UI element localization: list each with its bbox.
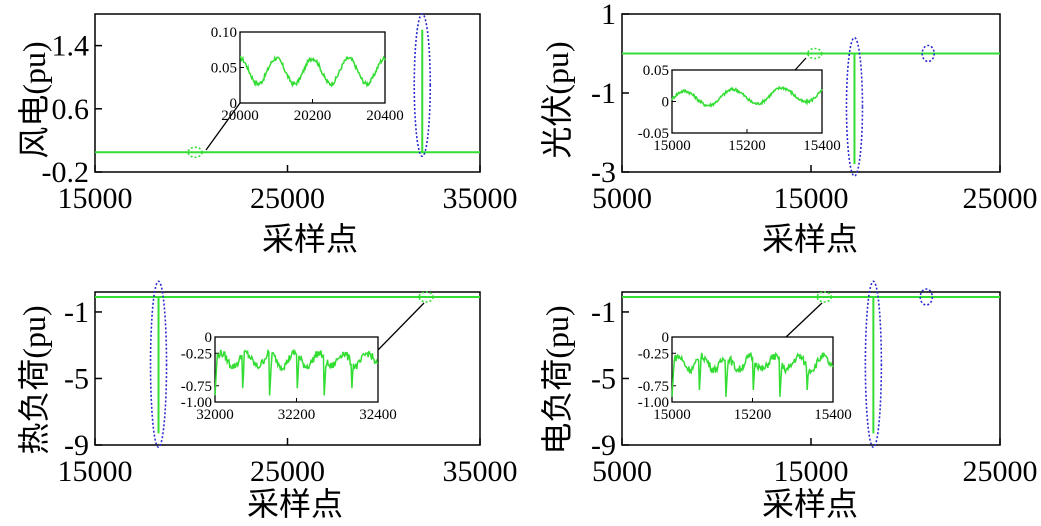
y-tick-label: -3 xyxy=(591,156,616,189)
highlight-ellipse-blue xyxy=(845,36,864,177)
y-tick-label: -1 xyxy=(591,77,616,110)
inset-plot: -1.00-0.75 -0.250 32000 32200 32400 xyxy=(181,330,397,423)
y-tick-label: -9 xyxy=(64,429,89,462)
x-tick-label: 15000 xyxy=(58,182,133,215)
x-tick-label: 5000 xyxy=(592,455,652,488)
highlight-ellipse-blue xyxy=(149,280,168,449)
x-axis-label: 采样点 xyxy=(762,486,858,522)
inset-frame xyxy=(239,31,386,104)
x-tick-label: 25000 xyxy=(250,455,325,488)
y-tick-label: -1 xyxy=(591,296,616,329)
highlight-ellipse-green xyxy=(418,291,434,303)
inset-x-tick-label: 20200 xyxy=(294,108,332,124)
inset-plot: -0.05 0 0.05 15000 15200 15400 xyxy=(638,63,841,154)
inset-x-tick-label: 32200 xyxy=(278,407,316,423)
inset-y-tick-label: -1.00 xyxy=(181,395,212,411)
y-tick-label: -9 xyxy=(591,429,616,462)
highlight-ellipse-green xyxy=(806,47,823,60)
inset-plot: 0 0.05 0.10 20000 20200 20400 xyxy=(211,25,404,124)
x-tick-label: 15000 xyxy=(774,455,849,488)
highlight-ellipse-green xyxy=(816,291,833,303)
inset-x-tick-label: 15200 xyxy=(728,138,766,154)
highlight-ellipse-blue xyxy=(919,288,934,306)
x-tick-label: 15000 xyxy=(774,182,849,215)
inset-series-line xyxy=(214,348,379,396)
x-tick-label: 35000 xyxy=(443,182,518,215)
y-axis-label: 风电(pu) xyxy=(16,41,52,158)
inset-series-line xyxy=(239,54,386,88)
x-tick-label: 25000 xyxy=(250,182,325,215)
highlight-ellipse-blue xyxy=(864,280,883,449)
inset-y-tick-label: -0.75 xyxy=(181,379,212,395)
y-tick-label: -0.2 xyxy=(42,156,90,189)
highlight-ellipse-green xyxy=(187,146,203,159)
inset-y-tick-label: -0.05 xyxy=(638,126,669,142)
inset-connector xyxy=(205,102,241,151)
inset-connector xyxy=(784,302,823,339)
inset-x-tick-label: 15400 xyxy=(803,138,841,154)
inset-frame xyxy=(671,69,823,134)
inset-connector xyxy=(377,302,425,351)
x-tick-label: 5000 xyxy=(592,182,652,215)
x-tick-label: 25000 xyxy=(963,455,1038,488)
inset-x-tick-label: 15000 xyxy=(653,138,691,154)
y-axis-label: 热负荷(pu) xyxy=(16,305,52,454)
panel-4: -9 -5 -1 5000 15000 25000 采样点 电负荷(pu) -1.00-0.75… xyxy=(539,280,1038,522)
y-tick-label: 1.4 xyxy=(52,30,90,63)
inset-y-tick-label: 0 xyxy=(205,330,213,346)
inset-y-tick-label: 0 xyxy=(662,95,670,111)
inset-series-line xyxy=(671,85,823,109)
y-tick-label: -5 xyxy=(64,362,89,395)
inset-x-tick-label: 15200 xyxy=(734,407,772,423)
inset-x-tick-label: 15400 xyxy=(814,407,852,423)
x-axis-label: 采样点 xyxy=(247,486,343,522)
inset-y-tick-label: 0.10 xyxy=(211,25,237,41)
inset-x-tick-label: 32400 xyxy=(359,407,397,423)
x-axis-label: 采样点 xyxy=(262,221,358,257)
inset-y-tick-label: -0.75 xyxy=(638,379,669,395)
inset-y-tick-label: 0.05 xyxy=(211,61,237,77)
x-tick-label: 35000 xyxy=(443,455,518,488)
inset-x-tick-label: 20000 xyxy=(221,108,259,124)
y-tick-label: 1 xyxy=(601,0,616,31)
inset-y-tick-label: 0.05 xyxy=(643,63,669,79)
inset-x-tick-label: 32000 xyxy=(196,407,234,423)
y-tick-label: -5 xyxy=(591,362,616,395)
x-tick-label: 25000 xyxy=(963,182,1038,215)
x-tick-label: 15000 xyxy=(58,455,133,488)
y-tick-label: 0.6 xyxy=(52,93,90,126)
x-axis-label: 采样点 xyxy=(762,221,858,257)
highlight-ellipse-blue xyxy=(921,44,935,63)
inset-series-line xyxy=(671,351,834,397)
inset-y-tick-label: 0 xyxy=(662,330,670,346)
y-tick-label: -1 xyxy=(64,296,89,329)
inset-x-tick-label: 20400 xyxy=(366,108,404,124)
highlight-ellipse-blue xyxy=(413,13,432,158)
panel-3: -9 -5 -1 15000 25000 35000 采样点 热负荷(pu) -1.00-0.7… xyxy=(16,280,518,522)
inset-y-tick-label: -1.00 xyxy=(638,395,669,411)
inset-y-tick-label: 0 xyxy=(230,96,238,112)
y-axis-label: 电负荷(pu) xyxy=(539,305,575,454)
inset-y-tick-label: -0.25 xyxy=(181,346,212,362)
inset-y-tick-label: -0.25 xyxy=(638,346,669,362)
y-axis-label: 光伏(pu) xyxy=(539,41,575,158)
inset-x-tick-label: 15000 xyxy=(653,407,691,423)
inset-plot: -1.00-0.75 -0.250 15000 15200 15400 xyxy=(638,330,852,423)
